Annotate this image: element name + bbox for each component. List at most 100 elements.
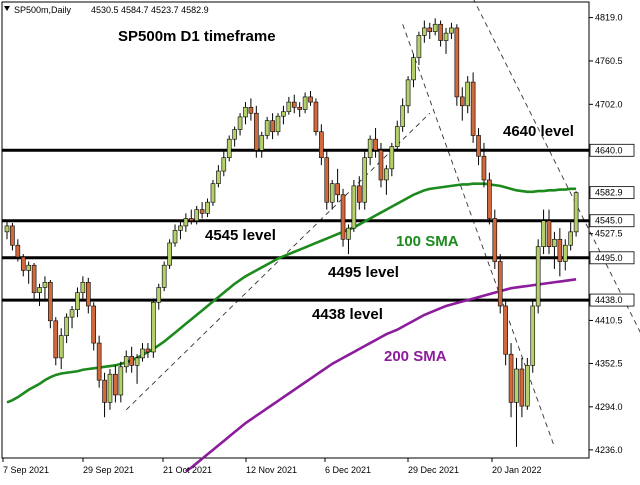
candle	[37, 283, 42, 306]
candle	[80, 276, 86, 299]
chart-title: SP500m D1 timeframe	[118, 28, 276, 45]
candle	[42, 276, 48, 299]
candle	[31, 262, 37, 299]
candle	[237, 113, 243, 136]
candle-body	[205, 201, 210, 214]
candle-body	[476, 135, 481, 157]
candle-body	[427, 27, 433, 32]
candle-body	[416, 35, 422, 58]
candle	[145, 343, 151, 358]
candle	[270, 113, 275, 140]
candle	[400, 98, 405, 132]
candle	[519, 357, 525, 418]
candle-body	[15, 244, 21, 258]
candle-body	[291, 101, 297, 108]
candle	[102, 372, 107, 418]
candle	[530, 298, 536, 373]
candle-body	[259, 135, 265, 151]
candle	[568, 220, 573, 251]
candle	[492, 209, 498, 269]
candle-body	[210, 183, 216, 203]
candle	[405, 76, 411, 114]
candle	[416, 31, 422, 66]
candle	[161, 261, 167, 292]
candle-body	[530, 305, 536, 366]
candle	[335, 168, 340, 203]
x-tick-label: 20 Jan 2022	[492, 465, 542, 475]
candle-body	[151, 301, 156, 353]
candle-body	[37, 287, 42, 293]
candle	[48, 280, 53, 329]
candle-body	[487, 179, 492, 219]
candle-body	[281, 111, 286, 117]
price-box	[589, 214, 635, 228]
y-tick-label: 4438.0	[595, 295, 623, 305]
candle	[308, 90, 313, 106]
candle	[291, 94, 297, 114]
candle	[20, 254, 26, 277]
candle-body	[319, 131, 324, 159]
candle	[378, 142, 384, 188]
candle-body	[58, 335, 64, 359]
candle	[75, 287, 80, 318]
x-tick-label: 6 Dec 2021	[325, 465, 371, 475]
candle	[302, 92, 308, 114]
candle	[210, 179, 216, 206]
candle-body	[80, 281, 86, 293]
candle	[432, 18, 438, 36]
candle-body	[254, 112, 259, 151]
candle-body	[86, 281, 91, 307]
candle-body	[568, 231, 573, 246]
candle-body	[546, 220, 552, 247]
candle-body	[156, 287, 162, 303]
candle-body	[91, 305, 97, 344]
candle	[26, 261, 31, 284]
x-tick-label: 29 Sep 2021	[83, 465, 134, 475]
candle	[503, 298, 508, 366]
candle-body	[508, 353, 514, 403]
candle-body	[400, 105, 405, 127]
candle-body	[102, 379, 107, 403]
candle	[476, 128, 481, 166]
y-tick-label: 4294.0	[595, 402, 623, 412]
candle-body	[470, 81, 476, 136]
candle	[156, 283, 162, 310]
candle	[281, 105, 286, 125]
sma100-line	[6, 182, 577, 404]
candle-body	[243, 106, 248, 118]
sma200-line	[185, 278, 577, 473]
candle-body	[199, 209, 205, 214]
candle-body	[216, 170, 221, 184]
candle-body	[145, 348, 151, 353]
candle-body	[26, 264, 31, 271]
candle	[373, 128, 378, 158]
candle-body	[140, 348, 145, 359]
candle-body	[313, 101, 319, 133]
candle-body	[286, 101, 292, 113]
candle	[58, 328, 64, 370]
candle	[340, 188, 346, 247]
candle	[221, 150, 227, 177]
candle	[546, 209, 552, 255]
candle-body	[373, 138, 378, 151]
candle	[297, 102, 302, 117]
candles	[4, 18, 579, 447]
y-tick-label: 4702.0	[595, 99, 623, 109]
candle	[449, 22, 454, 40]
candle-body	[107, 373, 113, 403]
candle	[514, 357, 519, 447]
candle	[254, 105, 259, 158]
candle-body	[226, 138, 232, 159]
moving-averages	[6, 182, 577, 473]
candle-body	[96, 342, 102, 381]
candle	[15, 239, 21, 262]
candle-body	[270, 120, 275, 133]
candle	[259, 131, 265, 158]
candle-body	[438, 23, 443, 41]
candle	[497, 254, 503, 314]
header-triangle-icon	[4, 6, 10, 11]
candle-body	[514, 368, 519, 403]
candle	[573, 191, 579, 237]
